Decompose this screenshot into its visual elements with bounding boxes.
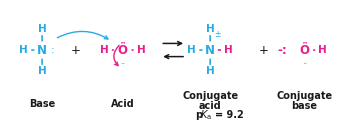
Text: H: H: [318, 45, 327, 55]
Text: Acid: Acid: [111, 99, 135, 109]
Text: H: H: [100, 45, 109, 55]
Text: base: base: [291, 101, 317, 111]
Text: N: N: [205, 44, 215, 56]
Text: +: +: [259, 44, 269, 56]
Text: ±: ±: [214, 30, 221, 39]
Text: acid: acid: [199, 101, 222, 111]
Text: :: :: [50, 45, 54, 55]
Text: Conjugate: Conjugate: [182, 91, 238, 101]
Text: H: H: [19, 45, 28, 55]
Text: Base: Base: [29, 99, 55, 109]
Text: p: p: [195, 110, 202, 120]
Text: N: N: [37, 44, 47, 56]
Text: ··: ··: [301, 60, 307, 69]
Text: ··: ··: [120, 60, 126, 69]
Text: Ö: Ö: [299, 44, 309, 56]
Text: +: +: [71, 44, 81, 56]
Text: H: H: [38, 66, 46, 76]
Text: Conjugate: Conjugate: [276, 91, 332, 101]
Text: H: H: [38, 24, 46, 34]
Text: $K_{\rm a}$: $K_{\rm a}$: [200, 108, 212, 122]
Text: H: H: [224, 45, 233, 55]
Text: H: H: [187, 45, 196, 55]
Text: = 9.2: = 9.2: [215, 110, 244, 120]
Text: -:: -:: [277, 44, 287, 56]
Text: H: H: [206, 66, 214, 76]
Text: H: H: [137, 45, 146, 55]
Text: Ö: Ö: [118, 44, 128, 56]
Text: H: H: [206, 24, 214, 34]
